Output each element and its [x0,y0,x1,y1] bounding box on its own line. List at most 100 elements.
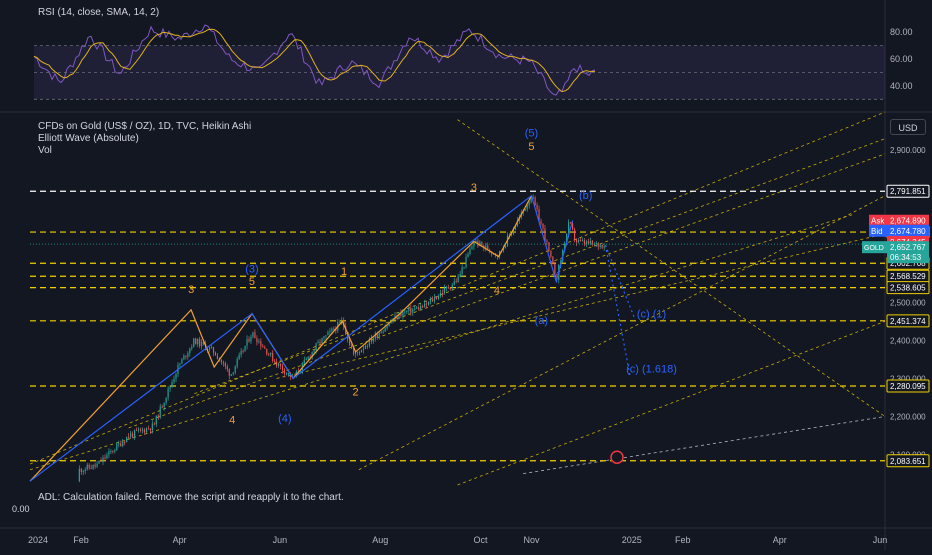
adl-error-message: ADL: Calculation failed. Remove the scri… [38,492,344,503]
candle [303,356,305,366]
candle [487,242,489,251]
candle [230,373,232,377]
rsi-tick-label: 40.00 [890,81,913,91]
candle [210,344,213,349]
candle [201,339,203,350]
quote-value: 2,674.780 [890,227,926,236]
currency-button[interactable]: USD [890,119,926,135]
candle [238,352,240,360]
candle [242,349,244,354]
candle [120,440,122,447]
main-legend-vol: Vol [38,145,52,156]
wave-label[interactable]: (b) [579,190,592,202]
elliott-major-wave[interactable] [29,194,574,482]
volume-value: 0.00 [12,504,30,514]
candle [504,245,507,249]
trend-line[interactable] [523,416,886,474]
quote-value: 2,674.890 [890,217,926,226]
projection-c1[interactable] [604,244,636,320]
candle [418,305,420,311]
candle [236,356,238,369]
candle [453,277,455,286]
candle [422,304,424,309]
candle [416,305,418,310]
wave-label[interactable]: (c) (1.618) [626,364,677,376]
candle [199,336,201,349]
candle [437,294,440,301]
candle [447,284,449,290]
time-tick-label: Apr [773,535,787,545]
candle [380,330,382,334]
candle [124,440,126,446]
candle [459,270,461,278]
wave-label[interactable]: 5 [528,141,534,153]
candle [96,460,98,468]
trend-line[interactable] [276,233,886,379]
candle [157,414,159,420]
horizontal-level-label: 2,538.605 [890,284,926,293]
candle [485,242,487,252]
trend-line[interactable] [358,195,886,471]
time-tick-label: Apr [173,535,187,545]
candle [538,205,540,221]
candle [272,350,274,363]
candle [382,329,384,334]
horizontal-level-tag: 2,083.651 [886,454,930,468]
candle [216,353,219,360]
candle [169,385,171,392]
candle [463,266,465,269]
horizontal-level-tag: 2,791.851 [886,184,930,198]
candle [258,338,260,344]
candle [424,300,426,308]
candle [141,427,144,434]
candle [159,403,161,419]
event-marker-icon[interactable] [610,450,624,464]
wave-label[interactable]: 3 [471,182,477,194]
trend-line[interactable] [29,111,886,465]
candle [214,351,217,356]
wave-label[interactable]: 1 [341,266,347,278]
trend-line[interactable] [128,153,886,429]
rsi-tick-label: 60.00 [890,54,913,64]
time-tick-label: Feb [73,535,89,545]
wave-label[interactable]: (a) [535,315,548,327]
candle [287,373,290,377]
wave-label[interactable]: (3) [245,264,258,276]
candle [339,319,341,324]
trend-line[interactable] [194,138,886,395]
horizontal-level-label: 2,451.374 [890,317,926,326]
wave-label[interactable]: (4) [278,413,291,425]
candle [132,431,134,439]
candle [467,251,469,258]
wave-label[interactable]: 4 [229,414,235,426]
candle [461,264,463,278]
wave-label[interactable]: 5 [249,276,255,288]
horizontal-level-label: 2,280.095 [890,382,926,391]
wave-label[interactable]: 4 [494,285,500,297]
candle [90,464,92,470]
trend-line[interactable] [457,119,886,417]
candle [283,367,286,378]
time-tick-label: Nov [523,535,540,545]
candle [104,454,106,462]
candle [133,429,136,440]
candle [327,330,329,336]
wave-label[interactable]: (5) [525,128,538,140]
candle [175,372,177,383]
wave-label[interactable]: (c) (1) [637,309,666,321]
candle [189,347,191,357]
candle [356,351,359,356]
candle [573,227,576,243]
candle [130,430,132,439]
trend-line[interactable] [457,320,886,486]
candle [455,278,457,284]
time-tick-label: Jun [273,535,288,545]
projection-c1618[interactable] [604,245,631,377]
wave-label[interactable]: 3 [188,284,194,296]
candle [427,301,430,306]
wave-label[interactable]: 2 [352,387,358,399]
candle [268,352,270,356]
candle [260,338,262,350]
